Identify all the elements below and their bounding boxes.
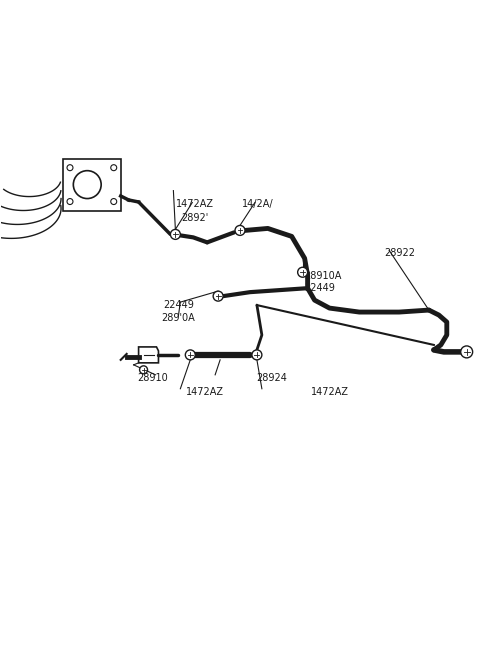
Circle shape — [213, 291, 223, 301]
Circle shape — [461, 346, 473, 358]
Text: 28922: 28922 — [384, 248, 415, 258]
Text: 14/2A/: 14/2A/ — [242, 198, 274, 208]
Circle shape — [185, 350, 195, 360]
Text: 22449: 22449 — [163, 300, 194, 310]
Circle shape — [111, 198, 117, 204]
Text: 1472AZ: 1472AZ — [311, 387, 348, 397]
Circle shape — [140, 366, 147, 374]
Circle shape — [170, 229, 180, 239]
Text: 289'0A: 289'0A — [161, 313, 195, 323]
Text: 2892': 2892' — [181, 214, 209, 223]
Circle shape — [67, 198, 73, 204]
Circle shape — [67, 165, 73, 171]
Text: 22449: 22449 — [305, 283, 336, 293]
Text: 28910: 28910 — [137, 373, 168, 383]
Circle shape — [235, 225, 245, 235]
Text: 1472AZ: 1472AZ — [186, 387, 224, 397]
Text: 1472AZ: 1472AZ — [176, 198, 214, 208]
Circle shape — [298, 267, 308, 277]
Text: 28924: 28924 — [256, 373, 287, 383]
Text: 28910A: 28910A — [305, 271, 342, 281]
Circle shape — [252, 350, 262, 360]
Circle shape — [111, 165, 117, 171]
